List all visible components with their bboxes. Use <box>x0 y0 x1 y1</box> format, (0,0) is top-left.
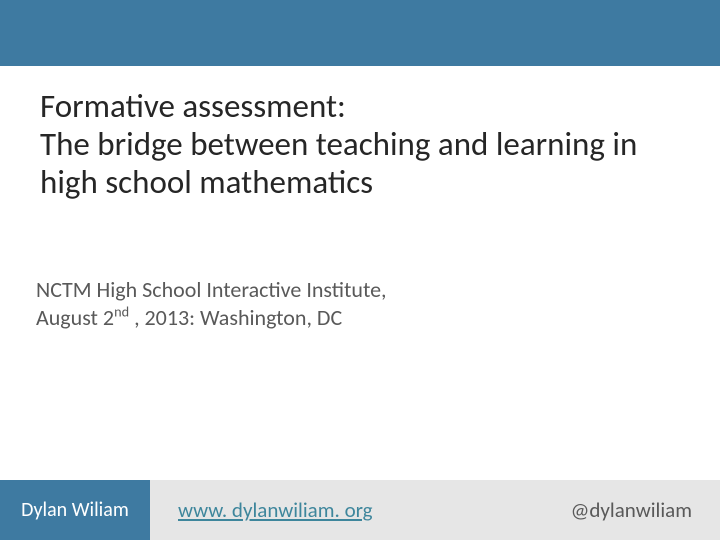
slide-title: Formative assessment: The bridge between… <box>40 88 680 202</box>
website-link[interactable]: www. dylanwiliam. org <box>178 497 373 523</box>
subtitle-line1: NCTM High School Interactive Institute, <box>36 276 387 303</box>
author-box: Dylan Wiliam <box>0 480 150 540</box>
title-line1: Formative assessment: <box>40 86 346 126</box>
subtitle-superscript: nd <box>114 302 129 320</box>
footer-bar: Dylan Wiliam www. dylanwiliam. org @dyla… <box>0 480 720 540</box>
author-name: Dylan Wiliam <box>21 498 129 522</box>
twitter-handle: @dylanwiliam <box>571 497 692 523</box>
footer-link-area: www. dylanwiliam. org @dylanwiliam <box>150 480 720 540</box>
subtitle-prefix: August 2 <box>36 304 114 331</box>
top-band <box>0 0 720 66</box>
slide-container: Formative assessment: The bridge between… <box>0 0 720 540</box>
subtitle-suffix: , 2013: Washington, DC <box>129 304 342 331</box>
title-line2: The bridge between teaching and learning… <box>40 124 637 202</box>
slide-subtitle: NCTM High School Interactive Institute, … <box>36 276 387 331</box>
